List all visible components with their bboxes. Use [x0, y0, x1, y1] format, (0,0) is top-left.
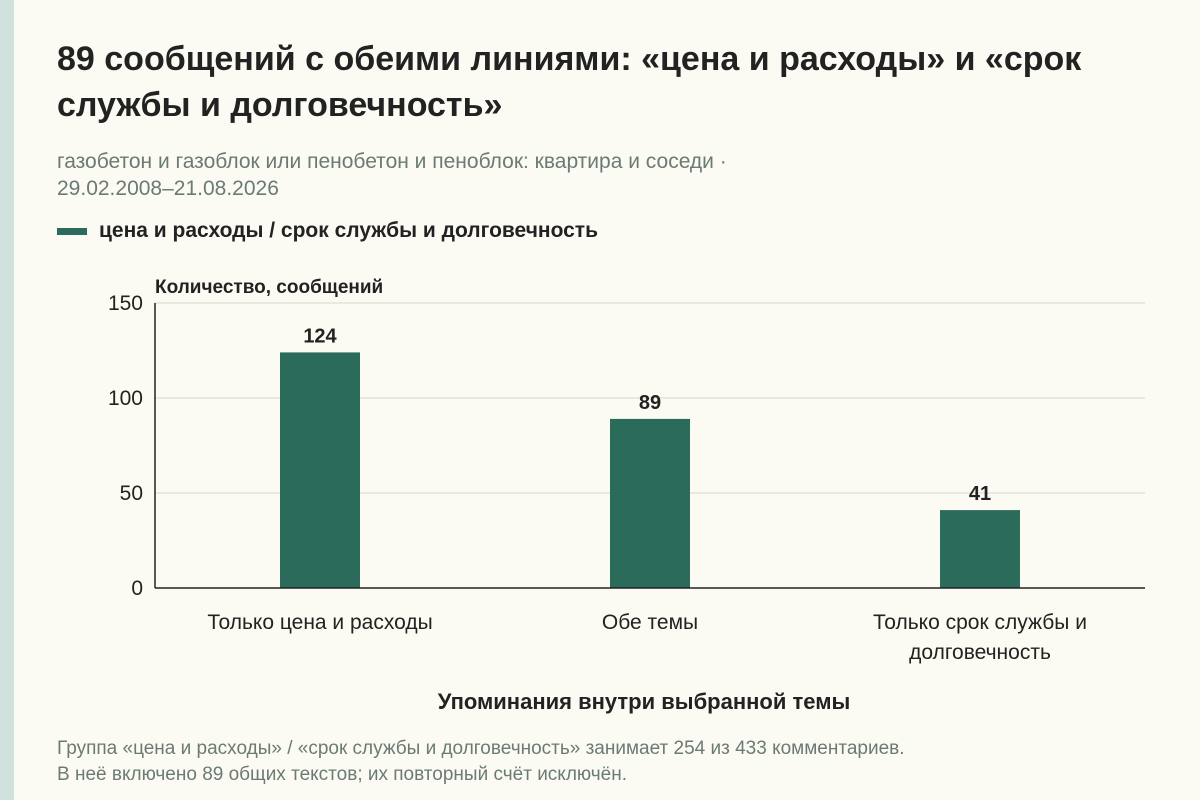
x-tick-label-2-0: Только срок службы и	[873, 611, 1087, 634]
bar-value-label-1: 89	[639, 392, 661, 414]
y-tick-label-0: 0	[131, 577, 143, 600]
accent-strip	[0, 0, 14, 800]
legend-swatch	[57, 227, 87, 235]
bar-2	[940, 510, 1020, 588]
legend-label: цена и расходы / срок службы и долговечн…	[99, 219, 599, 242]
x-axis-label: Упоминания внутри выбранной темы	[438, 689, 851, 714]
chart-legend: цена и расходы / срок службы и долговечн…	[57, 219, 598, 243]
footnote-line-2: В неё включено 89 общих текстов; их повт…	[57, 764, 627, 785]
x-tick-label-1: Обе темы	[602, 611, 698, 634]
y-axis-label: Количество, сообщений	[155, 277, 383, 298]
y-tick-label-100: 100	[108, 387, 143, 410]
chart-title: 89 сообщений с обеими линиями: «цена и р…	[57, 40, 1082, 124]
chart-subtitle: газобетон и газоблок или пенобетон и пен…	[57, 148, 1157, 202]
subtitle-topic: газобетон и газоблок или пенобетон и пен…	[57, 150, 727, 173]
x-tick-label-0: Только цена и расходы	[207, 611, 432, 634]
y-tick-label-50: 50	[120, 482, 143, 505]
footnote-line-1: Группа «цена и расходы» / «срок службы и…	[57, 738, 905, 759]
x-tick-label-2-1: долговечность	[909, 641, 1051, 664]
bar-value-label-2: 41	[969, 483, 991, 505]
bar-1	[610, 418, 690, 588]
subtitle-date-range: 29.02.2008–21.08.2026	[57, 177, 279, 200]
footnote: Группа «цена и расходы» / «срок службы и…	[57, 736, 1177, 788]
bar-value-label-0: 124	[303, 325, 337, 347]
bar-0	[280, 352, 360, 588]
y-tick-label-150: 150	[108, 292, 143, 315]
